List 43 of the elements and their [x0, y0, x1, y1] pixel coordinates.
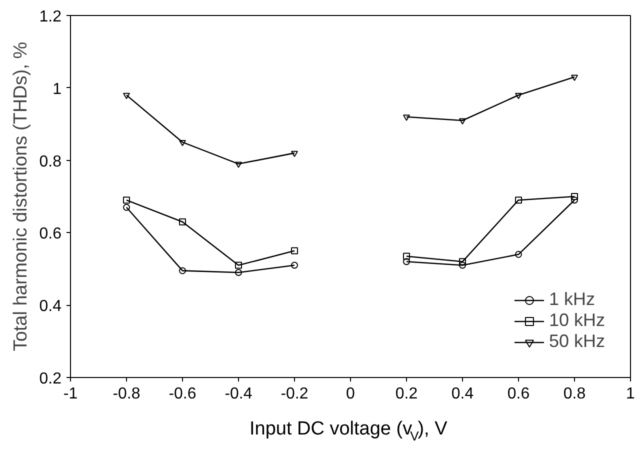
point — [179, 267, 186, 274]
point — [571, 74, 578, 82]
point — [515, 196, 522, 204]
point — [459, 262, 466, 269]
point — [235, 269, 242, 276]
point — [235, 262, 242, 269]
point — [403, 258, 410, 266]
point — [571, 193, 578, 200]
x-tick-label: 0.6 — [507, 386, 530, 402]
x-tick-label: 0.2 — [395, 386, 418, 402]
x-tick-label: 0.4 — [451, 386, 474, 402]
legend-label: 10 kHz — [548, 310, 605, 331]
legend-label: 1 kHz — [548, 289, 595, 310]
y-tick-label: 0.6 — [39, 226, 62, 243]
y-tick-label: 0.8 — [39, 153, 62, 170]
x-tick-label: -0.2 — [280, 386, 308, 402]
point — [403, 114, 410, 121]
point — [291, 150, 298, 158]
x-tick-label: 0.8 — [563, 386, 586, 402]
point — [291, 247, 298, 254]
x-tick-label: 0 — [346, 386, 356, 402]
point — [123, 92, 130, 100]
point — [235, 162, 242, 168]
point — [403, 252, 410, 260]
point — [179, 140, 186, 146]
x-tick-label: 1 — [626, 386, 636, 402]
point — [459, 258, 466, 266]
point — [291, 262, 298, 269]
point — [179, 218, 186, 226]
point — [515, 92, 522, 100]
y-tick-label: 0.4 — [39, 298, 62, 316]
y-tick-label: 1 — [52, 80, 62, 98]
y-axis-title: Total harmonic distortions (THDs), % — [10, 42, 32, 352]
point — [515, 250, 522, 258]
legend-label: 50 kHz — [548, 331, 605, 352]
x-tick-label: -0.6 — [168, 386, 196, 402]
y-tick-label: 1.2 — [39, 8, 62, 26]
point — [123, 196, 130, 204]
x-tick-label: -0.8 — [112, 386, 140, 402]
x-tick-label: -0.4 — [224, 386, 252, 402]
y-tick-label: 0.2 — [39, 370, 62, 388]
x-tick-label: -1 — [63, 386, 78, 402]
point — [459, 118, 466, 124]
